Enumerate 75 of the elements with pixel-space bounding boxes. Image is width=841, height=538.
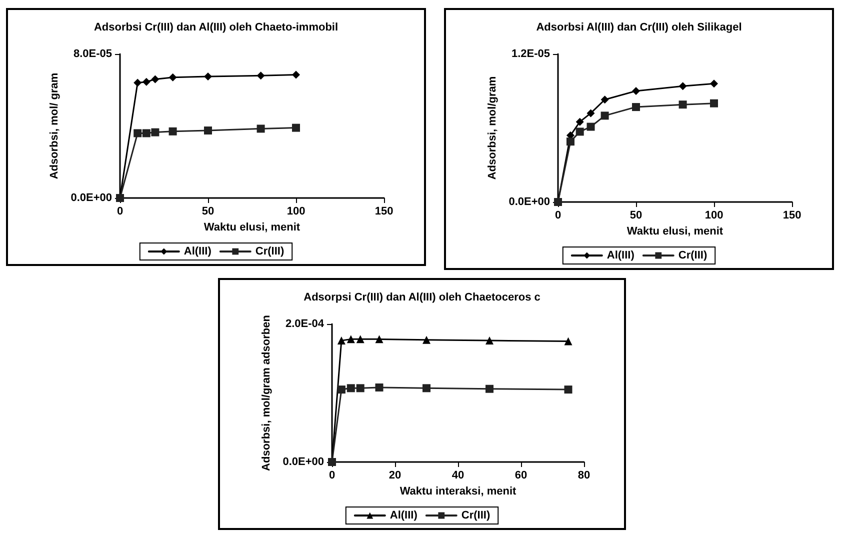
point xyxy=(564,337,572,346)
point xyxy=(134,129,142,138)
point xyxy=(576,118,584,126)
point xyxy=(678,100,687,109)
chart-title: Adsorpsi Cr(III) dan Al(III) oleh Chaetoceros c xyxy=(304,292,540,304)
legend-label: Al(III) xyxy=(390,510,418,522)
point xyxy=(142,129,150,138)
point xyxy=(134,78,142,87)
point xyxy=(204,72,212,80)
x-tick-label: 20 xyxy=(388,470,402,482)
point xyxy=(346,384,355,392)
point xyxy=(204,126,212,134)
x-axis-title: Waktu elusi, menit xyxy=(204,221,300,234)
point xyxy=(151,128,160,136)
point xyxy=(256,124,265,133)
y-tick-label: 2.0E-04 xyxy=(285,318,325,330)
point xyxy=(632,87,640,95)
y-axis-title: Adsorbsi, mol/gram xyxy=(486,76,498,180)
legend-label: Al(III) xyxy=(184,246,212,258)
point xyxy=(346,335,355,344)
x-axis-title: Waktu interaksi, menit xyxy=(400,485,517,498)
point xyxy=(142,78,150,86)
point xyxy=(678,82,687,90)
x-tick-label: 80 xyxy=(578,470,590,482)
point xyxy=(600,112,609,120)
point xyxy=(566,138,574,146)
point xyxy=(292,70,300,79)
point xyxy=(337,336,346,345)
point xyxy=(600,96,609,104)
chart-title: Adsorbsi Cr(III) dan Al(III) oleh Chaeto-immobil xyxy=(94,22,338,34)
legend-label: Cr(III) xyxy=(255,246,284,258)
point xyxy=(632,103,640,112)
point xyxy=(356,384,364,392)
y-tick-label: 8.0E-05 xyxy=(73,48,112,60)
point xyxy=(486,384,494,393)
point xyxy=(292,124,300,132)
x-axis-title: Waktu elusi, menit xyxy=(626,225,724,238)
y-tick-label: 0.0E+00 xyxy=(508,196,550,208)
legend-label: Al(III) xyxy=(606,250,635,262)
point xyxy=(710,99,718,108)
point xyxy=(168,73,177,82)
y-tick-label: 0.0E+00 xyxy=(282,456,324,468)
point xyxy=(168,127,177,136)
x-tick-label: 40 xyxy=(452,470,464,482)
point xyxy=(151,75,160,84)
point xyxy=(586,109,595,118)
y-axis-title: Adsorbsi, mol/gram adsorben xyxy=(260,314,272,471)
x-tick-label: 150 xyxy=(374,206,394,218)
x-tick-label: 150 xyxy=(782,210,802,222)
point xyxy=(375,335,384,344)
point xyxy=(564,386,572,394)
point xyxy=(356,335,364,344)
point xyxy=(422,336,430,344)
x-tick-label: 0 xyxy=(328,470,336,482)
x-tick-label: 50 xyxy=(630,210,642,222)
y-axis-title: Adsorbsi, mol/ gram xyxy=(48,72,60,180)
legend-label: Cr(III) xyxy=(678,250,708,262)
point xyxy=(486,336,494,345)
point xyxy=(710,80,718,88)
point xyxy=(576,128,584,136)
x-tick-label: 50 xyxy=(202,206,214,218)
point xyxy=(586,122,595,131)
x-tick-label: 0 xyxy=(554,210,562,222)
point xyxy=(375,383,384,392)
point xyxy=(337,386,346,394)
y-tick-label: 1.2E-05 xyxy=(511,48,550,60)
x-tick-label: 100 xyxy=(704,210,724,222)
point xyxy=(256,72,265,80)
y-tick-label: 0.0E+00 xyxy=(70,192,112,204)
chart-title: Adsorbsi Al(III) dan Cr(III) oleh Silikagel xyxy=(536,22,742,34)
point xyxy=(422,384,430,392)
x-tick-label: 100 xyxy=(286,206,306,218)
x-tick-label: 0 xyxy=(116,206,124,218)
legend-label: Cr(III) xyxy=(461,510,490,522)
x-tick-label: 60 xyxy=(514,470,528,482)
